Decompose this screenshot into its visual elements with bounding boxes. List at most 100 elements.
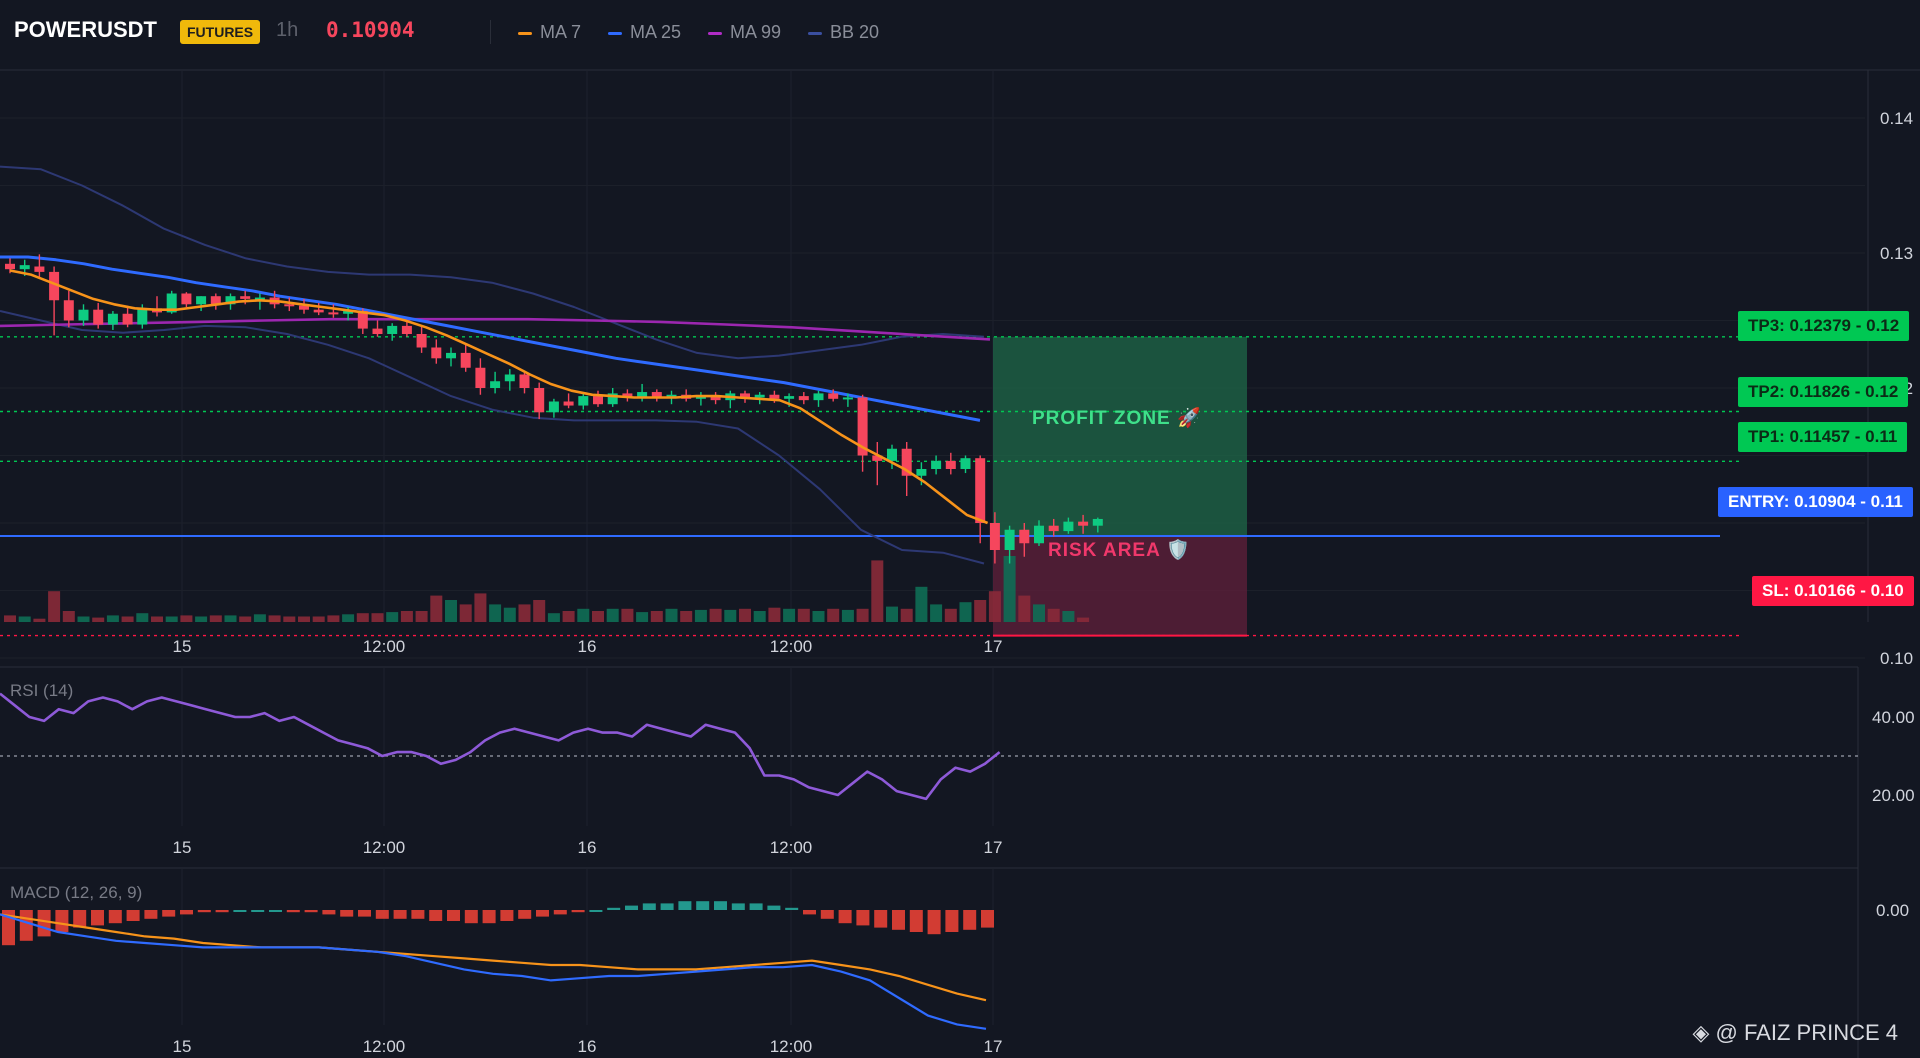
legend-ma99-label: MA 99 <box>730 22 782 42</box>
watermark-text: @ FAIZ PRINCE 4 <box>1715 1020 1898 1045</box>
tp1-price-tag: TP1: 0.11457 - 0.11 <box>1738 422 1908 452</box>
macd-line <box>0 913 987 1030</box>
macd-histogram-bar <box>820 910 834 919</box>
candle-body <box>284 304 295 307</box>
volume-bar <box>209 615 222 622</box>
macd-histogram-bar <box>464 910 478 924</box>
volume-bar <box>312 616 325 622</box>
volume-bar <box>812 611 825 622</box>
macd-histogram-bar <box>589 910 603 912</box>
chart-header: POWERUSDT FUTURES 1h 0.10904 MA 7 MA 25 … <box>0 0 1920 64</box>
candle-body <box>401 325 412 334</box>
macd-histogram-bar <box>625 905 638 910</box>
volume-bar <box>106 615 119 622</box>
volume-bar <box>474 593 487 622</box>
macd-histogram-bar <box>286 910 300 913</box>
candle-body <box>34 266 45 272</box>
volume-bar <box>283 616 296 622</box>
macd-histogram-bar <box>963 910 977 930</box>
candle-body <box>887 448 897 461</box>
profit-zone-label: PROFIT ZONE 🚀 <box>1032 408 1202 429</box>
volume-bar <box>92 617 105 622</box>
symbol-name[interactable]: POWERUSDT <box>14 17 157 42</box>
volume-bar <box>841 609 854 622</box>
volume-bar <box>1033 604 1045 622</box>
macd-histogram-bar <box>767 905 781 910</box>
volume-bar <box>136 613 149 622</box>
candle-body <box>710 396 721 401</box>
candle-body <box>945 460 956 469</box>
macd-histogram-bar <box>696 901 710 910</box>
candle-body <box>343 311 354 314</box>
candle-body <box>607 393 618 405</box>
candle-body <box>475 367 486 388</box>
candle-body <box>519 374 530 388</box>
candle-body <box>842 397 853 400</box>
macd-histogram-bar <box>144 910 158 919</box>
legend-ma25[interactable]: MA 25 <box>608 20 681 44</box>
candle-body <box>916 469 927 476</box>
volume-bar <box>371 613 384 622</box>
candle-body <box>1034 525 1044 544</box>
macd-time-axis-label: 17 <box>984 1037 1003 1056</box>
candle-body <box>210 296 221 305</box>
rsi-time-axis-label: 15 <box>173 838 192 857</box>
candle-body <box>828 393 839 399</box>
sl-price-tag: SL: 0.10166 - 0.10 <box>1752 576 1914 606</box>
volume-bar <box>165 616 178 622</box>
candle-body <box>93 309 104 325</box>
rsi-axis-label: 40.00 <box>1872 708 1915 727</box>
price-axis-label: 0.10 <box>1880 649 1913 668</box>
macd-histogram-bar <box>91 910 104 926</box>
volume-bar <box>400 611 413 622</box>
macd-histogram-bar <box>340 910 354 917</box>
volume-bar <box>268 615 281 622</box>
volume-bar <box>342 614 355 622</box>
watermark: ◈ @ FAIZ PRINCE 4 <box>1692 1020 1898 1046</box>
candle-body <box>784 396 795 399</box>
volume-bar <box>739 608 751 622</box>
volume-bar <box>886 606 898 622</box>
ma25-line <box>0 255 981 422</box>
legend-ma25-label: MA 25 <box>630 22 682 42</box>
volume-bar <box>151 616 163 622</box>
risk-area-label: RISK AREA 🛡️ <box>1048 540 1192 561</box>
candle-body <box>754 394 765 398</box>
volume-bar <box>665 608 678 622</box>
macd-histogram-bar <box>269 910 282 912</box>
candle-body <box>593 396 603 405</box>
candle-body <box>769 394 780 399</box>
header-divider <box>490 20 491 44</box>
legend-bb20[interactable]: BB 20 <box>808 20 879 44</box>
volume-bar <box>224 615 237 622</box>
candle-body <box>431 347 442 359</box>
timeframe-selector[interactable]: 1h <box>276 19 299 41</box>
macd-histogram-bar <box>678 901 692 910</box>
macd-histogram-bar <box>838 910 852 924</box>
macd-histogram-bar <box>981 910 994 928</box>
legend-ma7-label: MA 7 <box>540 22 582 42</box>
volume-bar <box>915 586 928 622</box>
volume-bar <box>562 611 575 622</box>
macd-histogram-bar <box>19 910 33 941</box>
macd-histogram-bar <box>37 910 51 937</box>
candle-body <box>254 297 265 300</box>
time-axis-label: 15 <box>173 637 192 656</box>
legend-ma7[interactable]: MA 7 <box>518 20 581 44</box>
volume-bar <box>871 560 884 622</box>
candle-body <box>989 523 1000 550</box>
candle-body <box>695 396 706 399</box>
macd-time-axis-label: 16 <box>578 1037 597 1056</box>
legend-ma99[interactable]: MA 99 <box>708 20 781 44</box>
macd-histogram-bar <box>251 910 265 912</box>
macd-histogram-bar <box>411 910 425 919</box>
volume-bar <box>77 616 90 622</box>
volume-bar <box>959 602 972 622</box>
last-price: 0.10904 <box>326 18 415 42</box>
macd-histogram-bar <box>874 910 888 928</box>
volume-bar <box>988 591 1001 622</box>
rsi-title: RSI (14) <box>10 681 73 700</box>
candle-body <box>563 401 574 406</box>
macd-histogram-bar <box>108 910 122 924</box>
candle-body <box>1019 529 1030 544</box>
